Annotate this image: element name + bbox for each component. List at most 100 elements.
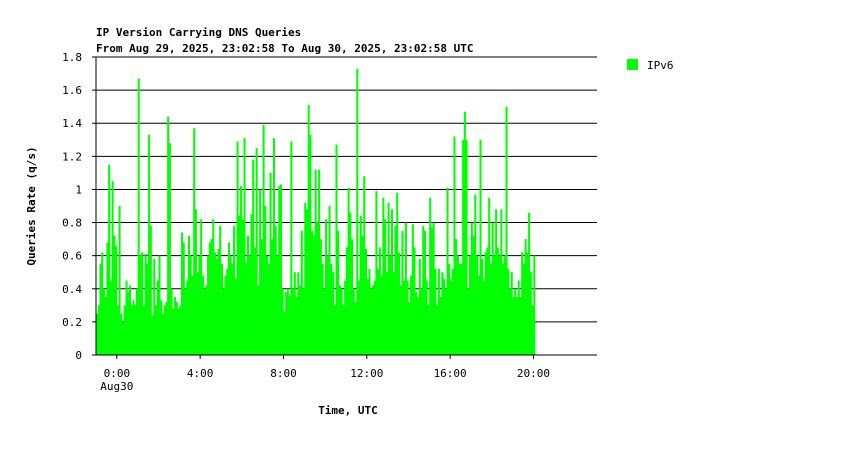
- bar-ipv6: [217, 249, 220, 355]
- bar-ipv6: [391, 209, 394, 355]
- bar-ipv6: [469, 255, 472, 355]
- bar-ipv6: [231, 263, 234, 355]
- y-tick-label: 1: [75, 183, 82, 196]
- y-tick-labels: 0 0.2 0.4 0.6 0.8 1 1.2 1.4 1.6 1.8: [62, 51, 96, 362]
- bar-ipv6: [203, 288, 206, 355]
- bar-ipv6: [229, 255, 232, 355]
- bar-ipv6: [495, 209, 498, 355]
- bar-ipv6: [463, 111, 466, 355]
- bar-ipv6: [467, 288, 470, 355]
- bar-ipv6: [273, 138, 276, 355]
- bar-ipv6: [477, 275, 480, 355]
- bar-ipv6: [163, 305, 166, 355]
- bar-ipv6: [436, 305, 439, 355]
- bar-ipv6: [279, 184, 282, 355]
- bar-ipv6: [288, 295, 291, 355]
- bar-ipv6: [411, 224, 414, 355]
- bar-ipv6: [401, 230, 404, 355]
- bar-ipv6: [295, 297, 298, 355]
- bar-ipv6: [227, 242, 230, 355]
- bar-ipv6: [377, 268, 380, 355]
- bar-ipv6: [406, 280, 409, 355]
- bar-ipv6: [441, 272, 444, 355]
- x-axis-label: Time, UTC: [318, 404, 378, 417]
- bar-ipv6: [316, 222, 319, 355]
- bar-ipv6: [208, 242, 211, 355]
- x-tick-label: 16:00: [434, 367, 467, 380]
- bar-ipv6: [510, 272, 513, 355]
- bar-ipv6: [373, 280, 376, 355]
- bar-ipv6: [432, 222, 435, 355]
- bar-ipv6: [304, 202, 307, 355]
- bar-ipv6: [455, 239, 458, 355]
- bar-ipv6: [219, 225, 222, 355]
- bar-ipv6: [137, 78, 140, 356]
- bar-ipv6: [387, 202, 390, 355]
- bar-ipv6: [144, 254, 147, 355]
- bar-ipv6: [479, 139, 482, 355]
- bar-ipv6: [514, 288, 517, 355]
- bar-ipv6: [297, 272, 300, 355]
- bar-ipv6: [210, 239, 213, 355]
- bar-ipv6: [96, 313, 99, 355]
- bar-ipv6: [429, 197, 432, 355]
- bar-ipv6: [486, 247, 489, 355]
- bar-ipv6: [191, 275, 194, 355]
- bar-ipv6: [364, 249, 368, 355]
- bar-ipv6: [427, 305, 430, 355]
- bar-ipv6: [396, 192, 399, 355]
- bar-ipv6: [181, 232, 184, 355]
- bar-ipv6: [522, 263, 525, 355]
- bar-ipv6: [307, 105, 310, 355]
- bar-ipv6: [347, 187, 350, 355]
- bar-ipv6: [207, 255, 210, 355]
- bar-ipv6: [104, 297, 107, 355]
- bar-ipv6: [418, 258, 421, 355]
- bar-ipv6: [366, 278, 369, 355]
- bar-ipv6: [220, 263, 223, 355]
- bar-ipv6: [248, 255, 251, 355]
- y-tick-label: 0.8: [62, 217, 82, 230]
- bar-ipv6: [408, 302, 411, 355]
- bar-ipv6: [465, 139, 468, 355]
- bar-ipv6: [260, 239, 263, 355]
- bar-ipv6: [161, 313, 164, 355]
- bar-ipv6: [281, 288, 284, 355]
- bar-ipv6: [444, 288, 447, 355]
- chart-title: IP Version Carrying DNS Queries: [96, 26, 301, 39]
- bar-ipv6: [300, 230, 303, 355]
- bar-ipv6: [470, 222, 473, 355]
- bar-ipv6: [359, 215, 362, 355]
- bar-ipv6: [184, 288, 187, 355]
- bar-ipv6: [257, 285, 260, 355]
- bar-ipv6: [233, 225, 236, 355]
- bar-ipv6: [380, 275, 383, 355]
- bar-ipv6: [266, 255, 269, 355]
- bar-ipv6: [148, 134, 151, 355]
- bar-ipv6: [321, 263, 324, 355]
- bar-ipv6: [128, 285, 132, 355]
- axes: [95, 57, 597, 356]
- bar-ipv6: [508, 288, 512, 355]
- bar-ipv6: [302, 288, 305, 355]
- bar-ipv6: [328, 206, 331, 355]
- bar-ipv6: [332, 272, 335, 355]
- bar-ipv6: [446, 187, 449, 355]
- bar-ipv6: [214, 252, 217, 355]
- bar-ipv6: [507, 268, 510, 355]
- bar-ipv6: [496, 247, 499, 355]
- bar-ipv6: [253, 247, 256, 355]
- bar-ipv6: [415, 292, 418, 355]
- bar-ipv6: [99, 263, 102, 355]
- bar-ipv6: [385, 272, 388, 355]
- bar-ipv6: [349, 212, 352, 355]
- bar-ipv6: [453, 136, 456, 355]
- bar-ipv6: [127, 292, 130, 355]
- bar-ipv6: [394, 225, 397, 355]
- bar-ipv6: [293, 272, 296, 355]
- bar-ipv6: [264, 206, 267, 355]
- bar-ipv6: [109, 280, 112, 355]
- x-tick-sublabel: Aug30: [100, 380, 133, 393]
- x-tick-label: 20:00: [517, 367, 550, 380]
- bar-ipv6: [283, 311, 286, 355]
